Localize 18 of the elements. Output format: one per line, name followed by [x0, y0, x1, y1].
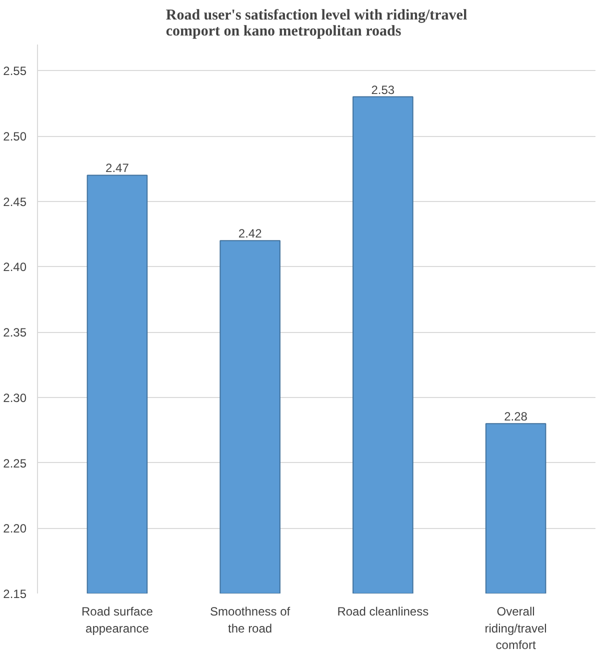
data-label: 2.28 [504, 410, 528, 424]
data-label: 2.53 [371, 82, 395, 97]
chart-title: Road user's satisfaction level with riding/travel comport on kano metropolitan roads [166, 8, 468, 40]
text: 2.20 [3, 522, 27, 536]
text: 2.15 [3, 587, 27, 601]
x-tick-label: Overall riding/travel comfort [484, 604, 547, 652]
x-tick-label: Smoothness of the road [210, 604, 291, 636]
text: 2.30 [3, 390, 27, 405]
text: 2.40 [3, 260, 27, 274]
text: 2.55 [3, 64, 27, 78]
text: 2.35 [3, 326, 27, 340]
data-label: 2.47 [106, 161, 130, 176]
text: 2.50 [3, 130, 27, 144]
x-tick-label: Road cleanliness [337, 604, 429, 618]
text: 2.25 [3, 456, 27, 470]
text: 2.45 [3, 194, 27, 209]
x-tick-label: Road surface appearance [82, 604, 154, 636]
data-label: 2.42 [238, 226, 262, 241]
